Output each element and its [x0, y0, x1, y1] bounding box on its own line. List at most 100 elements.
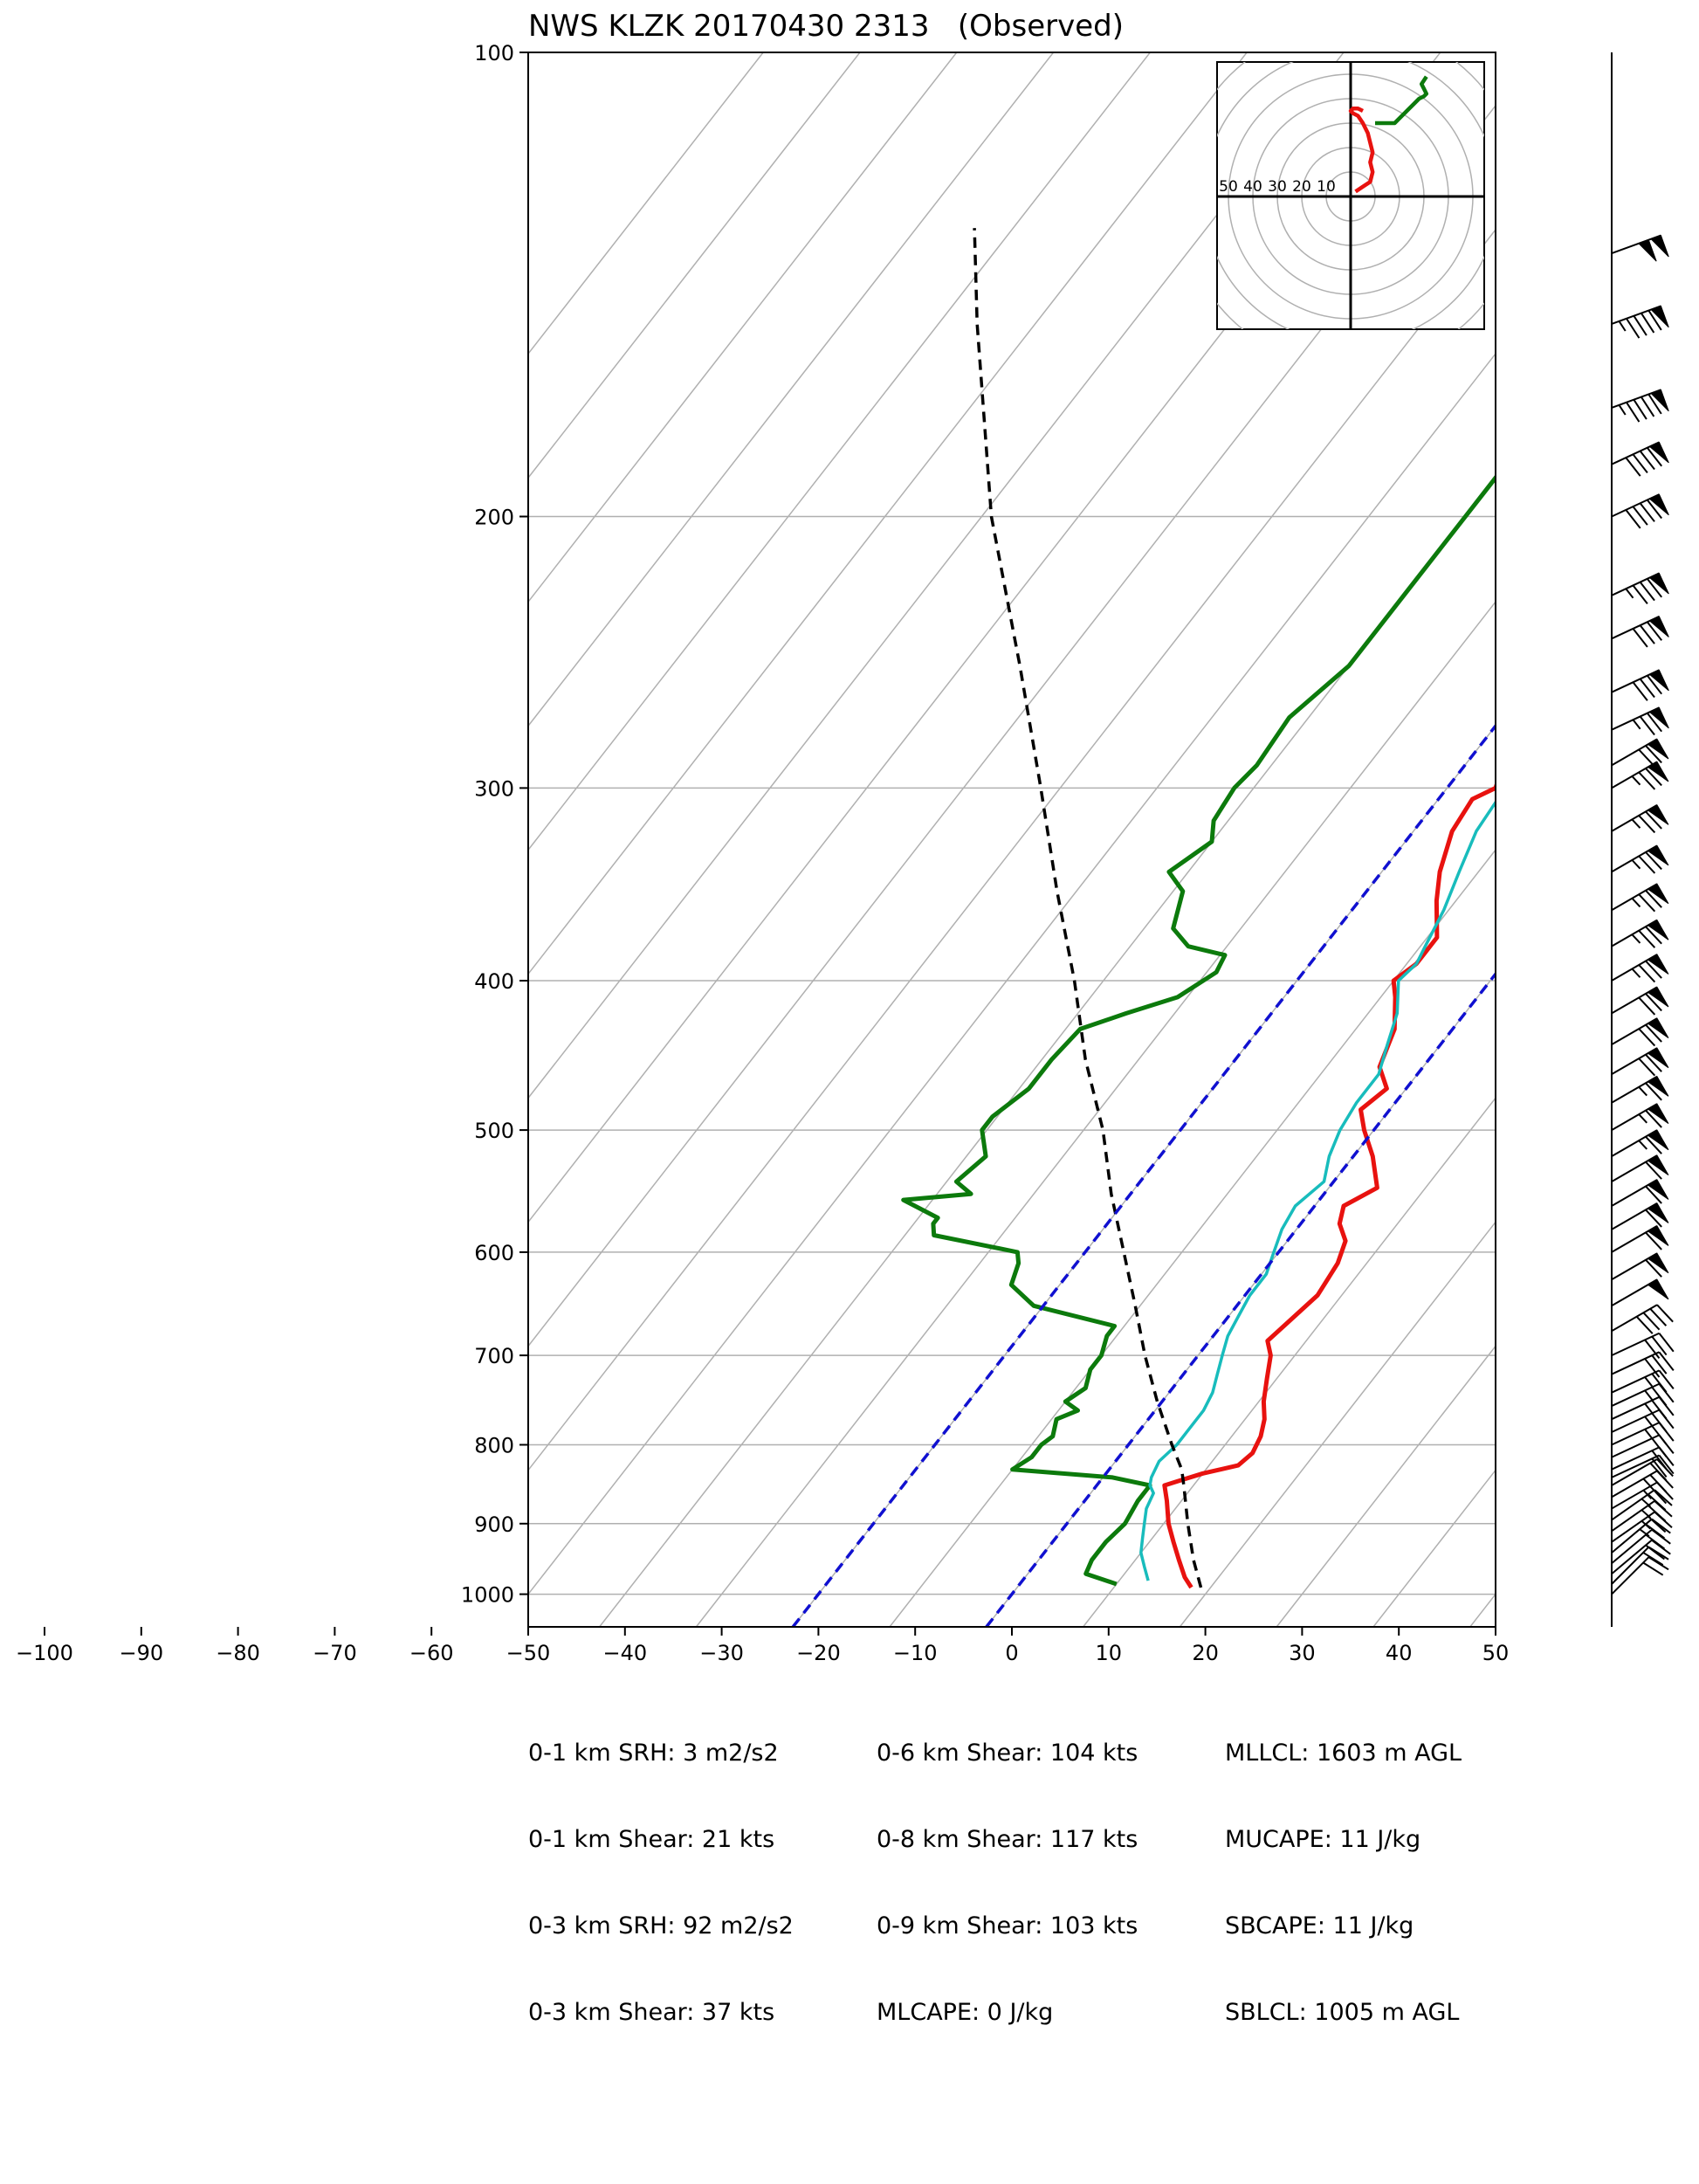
dry_adiabat_1-line: [791, 723, 1496, 1627]
x-tick-label: −90: [119, 1641, 163, 1665]
y-tick-label: 900: [474, 1512, 514, 1537]
isotherm: [695, 600, 1496, 1627]
y-tick-label: 400: [474, 969, 514, 994]
wind-barb: [1611, 738, 1669, 768]
wind-barb: [1611, 844, 1669, 874]
wind-barb: [1611, 706, 1669, 736]
x-tick-label: 0: [1005, 1641, 1018, 1665]
stat-shear-0-1km: 0-1 km Shear: 21 kts: [528, 1826, 775, 1853]
wind-barb: [1611, 1129, 1669, 1158]
isotherm: [528, 52, 1055, 727]
isotherm: [528, 52, 861, 479]
stat-shear-0-6km: 0-6 km Shear: 104 kts: [877, 1740, 1138, 1767]
wind-barb: [1611, 305, 1669, 339]
wind-barb: [1611, 804, 1669, 834]
isotherm: [528, 52, 958, 603]
isotherm: [1083, 1097, 1496, 1627]
wind-barb: [1611, 1047, 1669, 1077]
y-tick-label: 700: [474, 1344, 514, 1368]
hodograph-inset: 50 40 30 20 10: [1216, 61, 1485, 330]
wind-barb: [1611, 441, 1669, 477]
dry_adiabat_2-line: [985, 971, 1496, 1627]
wind-barb: [1611, 1489, 1673, 1521]
hodograph-ring-label: 30: [1268, 178, 1287, 196]
stat-srh-0-3km: 0-3 km SRH: 92 m2/s2: [528, 1912, 794, 1939]
chart-title: NWS KLZK 20170430 2313 (Observed): [528, 9, 1124, 44]
wind-barb: [1611, 493, 1669, 529]
temperature-axis: −100 −90 −80 −70 −60 −50 −40 −30 −20 −10 0 10 20 30 40…: [16, 1627, 1509, 1665]
wind-barb: [1611, 1304, 1674, 1334]
wind-barb: [1611, 1225, 1669, 1253]
isotherm: [528, 52, 1248, 975]
stat-sbcape: SBCAPE: 11 J/kg: [1225, 1912, 1414, 1939]
wind-barb-column: [1611, 52, 1675, 1627]
wind-barb: [1611, 1103, 1669, 1131]
y-tick-label: 600: [474, 1241, 514, 1265]
hodograph-ring-label: 20: [1292, 178, 1311, 196]
hodograph-dewpoint-trace: [1375, 75, 1429, 126]
isotherm: [528, 52, 764, 355]
x-tick-label: −10: [893, 1641, 938, 1665]
pressure-axis: 100 200 300 400 500 600 700 800 900 1000: [461, 41, 528, 1608]
y-tick-label: 200: [474, 505, 514, 529]
x-tick-label: 50: [1482, 1641, 1510, 1665]
x-tick-label: 40: [1386, 1641, 1413, 1665]
x-tick-label: −50: [506, 1641, 551, 1665]
isotherm: [528, 352, 1496, 1595]
wind-barb: [1611, 919, 1669, 948]
wind-barb: [1611, 669, 1669, 701]
wind-barb: [1611, 1446, 1675, 1471]
x-tick-label: −70: [313, 1641, 357, 1665]
wind-barb: [1611, 1481, 1674, 1510]
stats-column-2: 0-6 km Shear: 104 kts 0-8 km Shear: 117 …: [877, 1681, 1138, 2056]
isotherm: [1276, 1345, 1496, 1627]
y-tick-label: 500: [474, 1119, 514, 1143]
y-tick-label: 1000: [461, 1583, 514, 1608]
wind-barb: [1611, 986, 1669, 1016]
wind-barb: [1611, 1556, 1669, 1595]
dewpoint-line: [901, 474, 1496, 1587]
wind-barb: [1611, 1395, 1675, 1421]
wind-barb: [1611, 883, 1669, 913]
hodograph-ring-label: 40: [1243, 178, 1262, 196]
profile-series: [791, 228, 1496, 1627]
wind-barb: [1611, 1434, 1675, 1458]
y-tick-label: 300: [474, 776, 514, 801]
x-tick-label: 10: [1096, 1641, 1123, 1665]
isotherm: [528, 52, 1151, 851]
x-tick-label: −30: [699, 1641, 744, 1665]
wind-barb: [1611, 389, 1669, 423]
stat-sblcl: SBLCL: 1005 m AGL: [1225, 1999, 1460, 2026]
x-tick-label: −40: [602, 1641, 647, 1665]
stat-mllcl: MLLCL: 1603 m AGL: [1225, 1740, 1462, 1767]
wetbulb-line: [1139, 799, 1496, 1581]
stat-mlcape: MLCAPE: 0 J/kg: [877, 1999, 1054, 2026]
wind-barb: [1611, 1422, 1675, 1446]
stat-shear-0-9km: 0-9 km Shear: 103 kts: [877, 1912, 1138, 1939]
wind-barb: [1611, 1154, 1669, 1182]
wind-barb: [1611, 1332, 1675, 1359]
x-tick-label: 20: [1192, 1641, 1219, 1665]
x-tick-label: −80: [216, 1641, 260, 1665]
y-tick-label: 100: [474, 41, 514, 65]
stat-shear-0-8km: 0-8 km Shear: 117 kts: [877, 1826, 1138, 1853]
wind-barb: [1611, 1017, 1669, 1047]
wind-barb: [1611, 954, 1669, 983]
wind-barb: [1611, 1075, 1669, 1104]
isotherm: [528, 52, 1345, 1099]
stats-column-1: 0-1 km SRH: 3 m2/s2 0-1 km Shear: 21 kts…: [528, 1681, 794, 2056]
x-tick-label: −100: [16, 1641, 73, 1665]
wind-barb: [1611, 1454, 1675, 1478]
hodograph-plot: 50 40 30 20 10: [1217, 62, 1484, 329]
wind-barb: [1611, 1179, 1669, 1207]
isotherm: [1179, 1221, 1496, 1627]
wind-barb: [1611, 616, 1669, 648]
hodograph-temperature-trace: [1348, 106, 1375, 194]
parcel-line: [973, 228, 1203, 1588]
wind-barb: [1611, 1369, 1675, 1394]
wind-barb: [1611, 1202, 1669, 1230]
wind-barb: [1611, 572, 1669, 605]
stat-srh-0-1km: 0-1 km SRH: 3 m2/s2: [528, 1740, 779, 1767]
wind-barb: [1611, 1278, 1669, 1307]
